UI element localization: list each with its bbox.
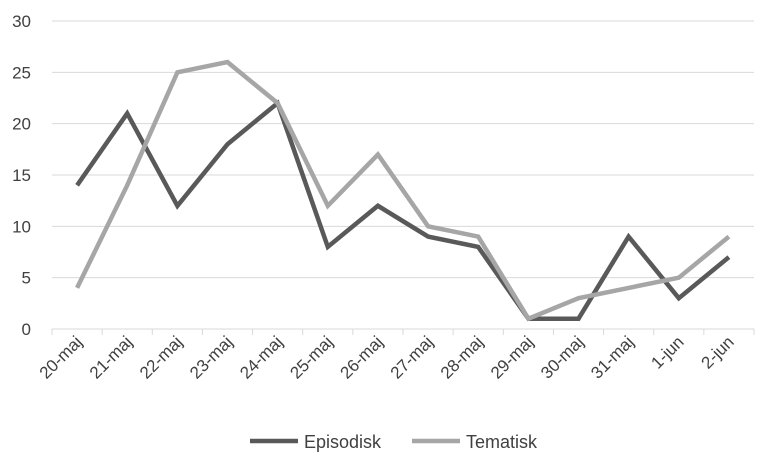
x-tick-label: 26-maj: [337, 332, 387, 382]
y-tick-label: 20: [12, 115, 31, 134]
x-tick-label: 2-jun: [698, 332, 738, 372]
x-tick-label: 25-maj: [286, 332, 336, 382]
series-line-episodisk: [75, 99, 731, 321]
y-tick-label: 0: [22, 320, 31, 339]
y-tick-label: 5: [22, 269, 31, 288]
x-tick-label: 1-jun: [647, 332, 687, 372]
legend: Episodisk Tematisk: [250, 432, 538, 452]
x-tick-label: 31-maj: [587, 332, 637, 382]
legend-label-episodisk: Episodisk: [304, 432, 382, 452]
x-tick-label: 23-maj: [186, 332, 236, 382]
x-tick-label: 30-maj: [537, 332, 587, 382]
y-tick-labels: 0 5 10 15 20 25 30: [12, 12, 31, 339]
y-tick-label: 10: [12, 217, 31, 236]
y-tick-label: 25: [12, 63, 31, 82]
y-tick-label: 30: [12, 12, 31, 31]
series-line-tematisk: [75, 59, 731, 322]
x-tick-label: 22-maj: [136, 332, 186, 382]
series-lines: [75, 59, 731, 322]
x-tick-label: 24-maj: [236, 332, 286, 382]
x-tick-label: 28-maj: [437, 332, 487, 382]
x-tick-label: 29-maj: [487, 332, 537, 382]
axes: [51, 328, 755, 335]
y-tick-label: 15: [12, 166, 31, 185]
x-tick-label: 27-maj: [387, 332, 437, 382]
x-tick-label: 20-maj: [36, 332, 86, 382]
x-tick-label: 21-maj: [86, 332, 136, 382]
x-tick-labels: 20-maj 21-maj 22-maj 23-maj 24-maj 25-maj 26-m…: [36, 332, 738, 382]
gridlines: [52, 20, 754, 279]
legend-label-tematisk: Tematisk: [466, 432, 538, 452]
